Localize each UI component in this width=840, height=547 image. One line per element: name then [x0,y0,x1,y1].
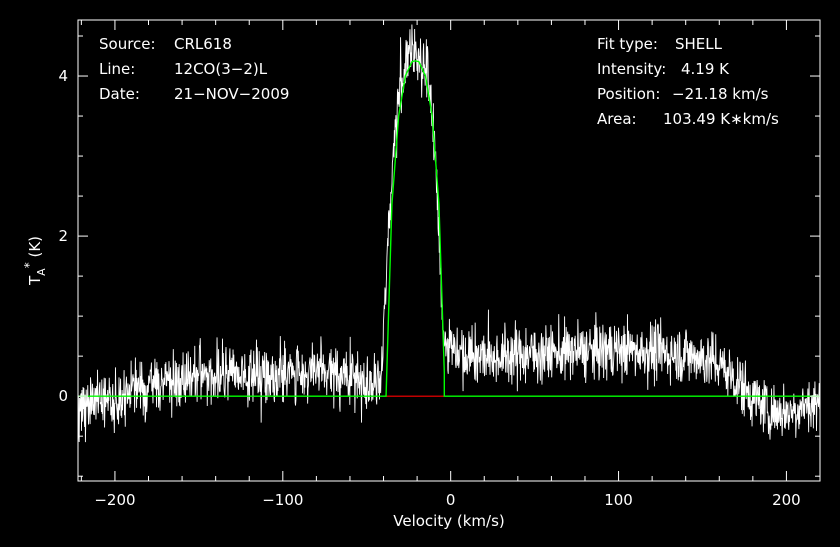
line-label: Line: [99,60,136,78]
fit-type-label: Fit type: [597,35,658,53]
x-axis-label: Velocity (km/s) [393,512,504,530]
fit-layer [78,60,820,397]
y-tick-label: 2 [58,227,68,245]
y-axis-label: TA* (K) [22,236,48,286]
x-tick-label: −100 [262,491,303,509]
x-tick-label: 200 [772,491,801,509]
date-value: 21−NOV−2009 [174,85,290,103]
spectrum-layer [77,24,821,443]
source-label: Source: [99,35,156,53]
x-tick-label: −200 [94,491,135,509]
intensity-label: Intensity: [597,60,667,78]
source-value: CRL618 [174,35,232,53]
plot-frame [77,19,821,482]
position-label: Position: [597,85,661,103]
line-value: 12CO(3−2)L [174,60,268,78]
area-label: Area: [597,110,637,128]
intensity-value: 4.19 K [681,60,730,78]
x-tick-label: 100 [604,491,633,509]
date-label: Date: [99,85,140,103]
y-tick-label: 0 [58,387,68,405]
axis-layer: −200 −100 0 100 200 0 2 4 Velocity (km/s) TA* (K) [22,19,821,530]
fit-curve [78,60,820,397]
fit-type-value: SHELL [675,35,722,53]
y-tick-label: 4 [58,67,68,85]
position-value: −21.18 km/s [672,85,769,103]
area-value: 103.49 K∗km/s [663,110,779,128]
x-tick-label: 0 [446,491,456,509]
spectrum-line [77,24,821,443]
